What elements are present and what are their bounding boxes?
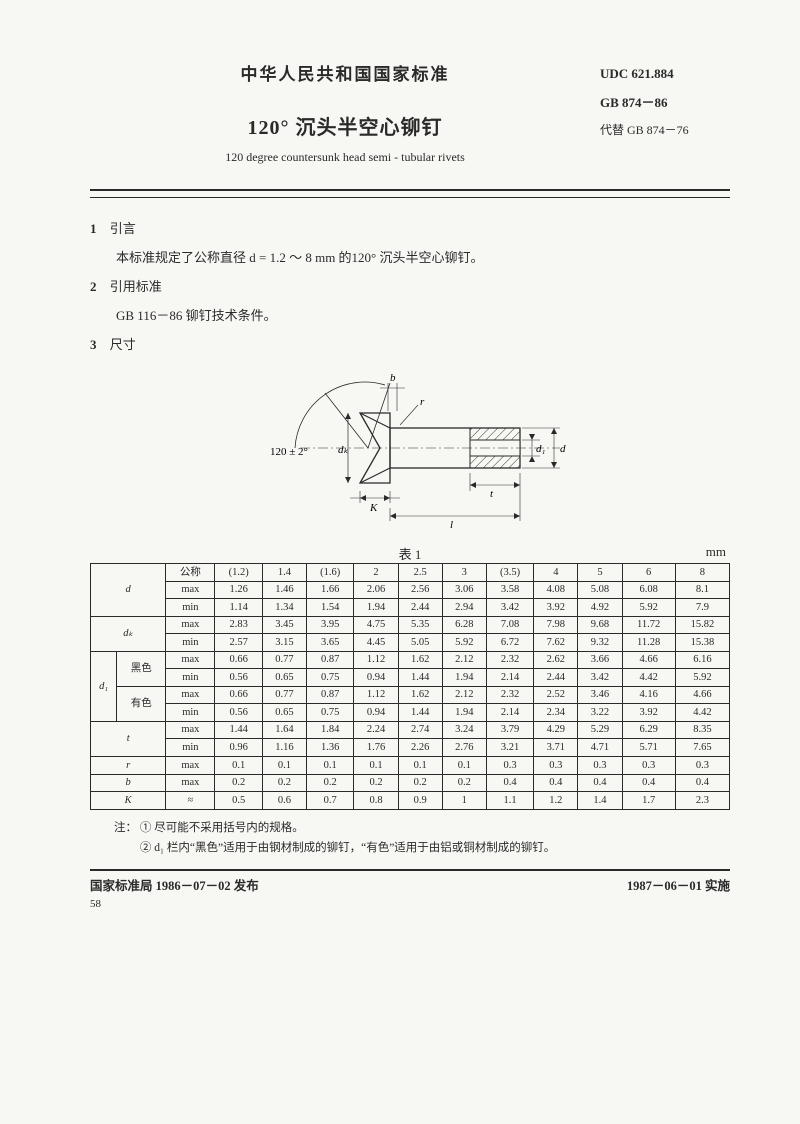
page-number: 58 xyxy=(90,898,730,910)
d-label: d xyxy=(560,443,566,455)
section-1-num: 1 xyxy=(90,221,97,236)
section-2: 2 引用标准 xyxy=(90,276,730,295)
footer-rule xyxy=(90,869,730,871)
notes-prefix: 注： xyxy=(114,822,137,834)
country-title: 中华人民共和国国家标准 xyxy=(90,60,600,85)
doc-header: 中华人民共和国国家标准 120° 沉头半空心铆钉 120 degree coun… xyxy=(90,60,730,175)
table-caption: 表 1 mm xyxy=(90,544,730,563)
dimension-table: d公称(1.2)1.4(1.6)22.53(3.5)4568max1.261.4… xyxy=(90,563,730,810)
section-3: 3 尺寸 xyxy=(90,334,730,353)
section-2-num: 2 xyxy=(90,279,97,294)
standard-page: { "header": { "country_title": "中华人民共和国国… xyxy=(0,0,800,1124)
replaces-code: 代替 GB 874－76 xyxy=(600,117,730,143)
r-label: r xyxy=(420,396,425,408)
table-label: 表 1 xyxy=(134,544,686,563)
footer: 国家标准局 1986－07－02 发布 1987－06－01 实施 xyxy=(90,875,730,894)
note-1: ① 尽可能不采用括号内的规格。 xyxy=(140,822,304,834)
K-label: K xyxy=(369,502,378,514)
section-1-body: 本标准规定了公称直径 d = 1.2 ～ 8 mm 的120° 沉头半空心铆钉。 xyxy=(116,247,730,266)
section-3-title: 尺寸 xyxy=(110,337,136,352)
section-1-title: 引言 xyxy=(110,221,136,236)
section-2-title: 引用标准 xyxy=(110,279,162,294)
section-2-body: GB 116－86 铆钉技术条件。 xyxy=(116,305,730,324)
effective-date: 1987－06－01 实施 xyxy=(627,875,730,894)
rivet-svg: 120 ± 2° dₖ b r K l t d₁ d xyxy=(240,363,580,533)
d1-label: d₁ xyxy=(536,443,546,455)
udc-code: UDC 621.884 xyxy=(600,60,730,89)
section-3-num: 3 xyxy=(90,337,97,352)
table-notes: 注： ① 尽可能不采用括号内的规格。 注： ② d₁ 栏内“黑色”适用于由钢材制… xyxy=(90,818,730,859)
l-label: l xyxy=(450,519,453,531)
issued-date: 国家标准局 1986－07－02 发布 xyxy=(90,875,259,894)
table-unit: mm xyxy=(686,544,726,563)
b-label: b xyxy=(390,372,396,384)
dk-label: dₖ xyxy=(338,444,349,456)
code-block: UDC 621.884 GB 874－86 代替 GB 874－76 xyxy=(600,60,730,144)
main-title: 120° 沉头半空心铆钉 xyxy=(90,111,600,140)
rivet-diagram: 120 ± 2° dₖ b r K l t d₁ d xyxy=(90,363,730,538)
gb-code: GB 874－86 xyxy=(600,89,730,118)
rule-thin xyxy=(90,197,730,198)
t-label: t xyxy=(490,488,494,500)
rule-thick xyxy=(90,189,730,191)
subtitle: 120 degree countersunk head semi - tubul… xyxy=(90,150,600,165)
section-1: 1 引言 xyxy=(90,218,730,237)
note-2: ② d₁ 栏内“黑色”适用于由钢材制成的铆钉，“有色”适用于由铝或铜材制成的铆钉… xyxy=(140,842,555,854)
